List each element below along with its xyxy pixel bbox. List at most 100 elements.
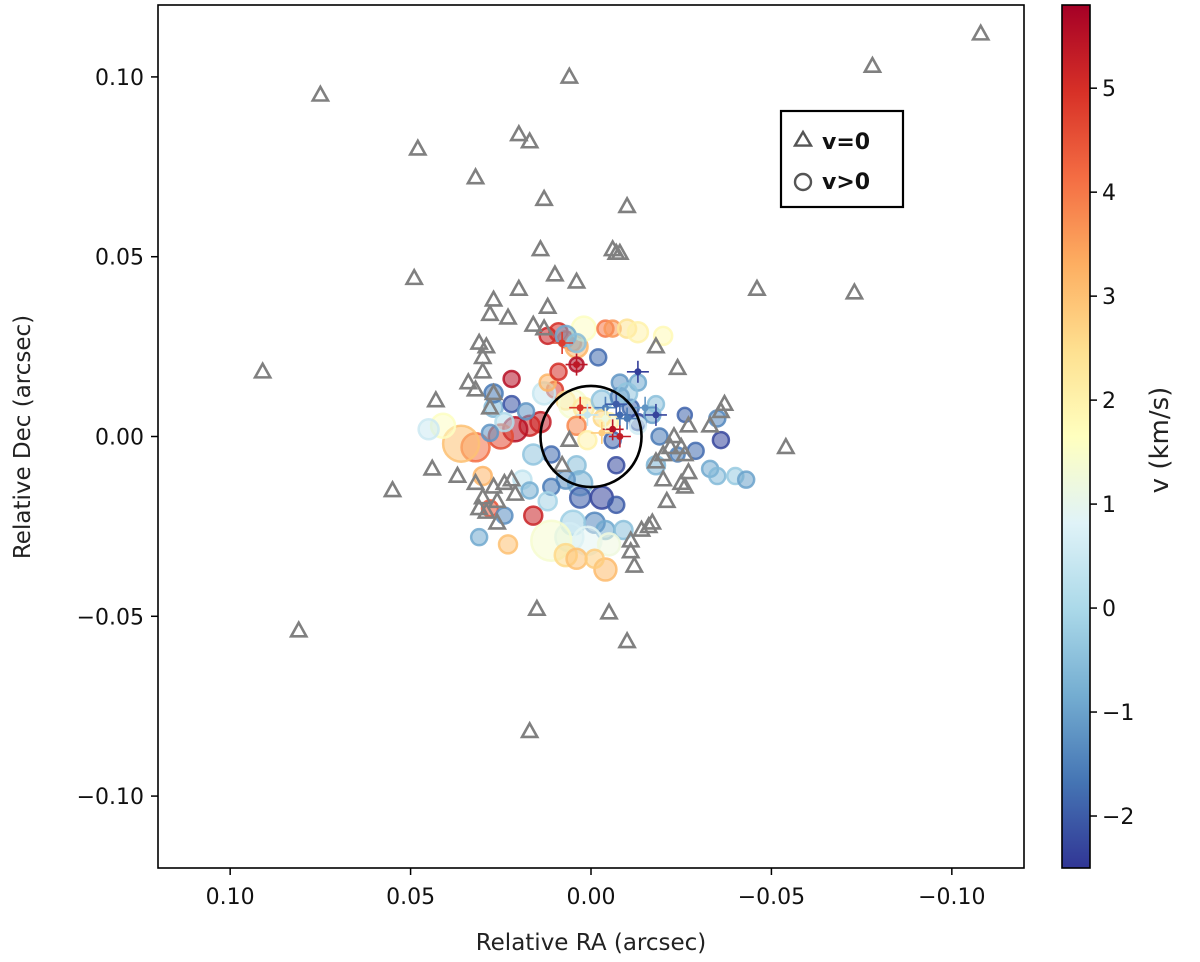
data-point-cross	[565, 353, 588, 376]
colorbar-tick-label: 4	[1102, 181, 1116, 206]
data-point-circle	[708, 466, 727, 486]
legend-label: v=0	[822, 130, 870, 155]
data-point-circle	[650, 427, 669, 446]
cross-center	[652, 411, 660, 419]
data-point-triangle	[288, 620, 309, 638]
data-point-circle	[502, 369, 521, 389]
legend-label: v>0	[822, 170, 870, 195]
data-point-circle	[652, 325, 674, 347]
x-tick-label: −0.10	[918, 885, 985, 910]
data-point-triangle	[617, 630, 637, 649]
data-point-triangle	[653, 468, 673, 487]
data-point-triangle	[660, 436, 681, 455]
data-point-triangle	[566, 271, 587, 289]
data-point-triangle	[552, 454, 572, 473]
data-point-triangle	[700, 415, 720, 433]
data-point-triangle	[487, 512, 507, 530]
colorbar: 5 4 3 2 1 0 −1 −2	[1061, 4, 1134, 869]
data-point-cross	[551, 332, 574, 355]
cross-center	[609, 425, 617, 433]
legend-marker-circle	[793, 172, 813, 192]
data-point-triangle	[519, 130, 540, 149]
data-point-triangle	[483, 289, 504, 307]
reference-circle	[539, 384, 643, 489]
data-point-triangle	[476, 501, 497, 519]
data-point-circle	[588, 348, 608, 367]
data-point-cross	[590, 421, 613, 444]
data-point-cross	[616, 407, 639, 430]
data-point-triangle	[646, 335, 666, 354]
data-point-circle	[417, 418, 440, 441]
colorbar-bar	[1061, 4, 1091, 869]
data-point-circle	[494, 411, 515, 433]
data-point-triangle	[617, 195, 637, 214]
data-point-circle	[613, 519, 634, 541]
cross-center	[612, 400, 620, 408]
data-point-triangle	[509, 123, 529, 142]
cross-center	[616, 411, 624, 419]
colorbar-tick-label: −2	[1102, 805, 1134, 830]
cross-center	[558, 339, 566, 347]
data-point-triangle	[527, 598, 547, 617]
data-point-triangle	[638, 515, 659, 534]
data-point-triangle	[844, 282, 865, 300]
data-point-triangle	[862, 55, 883, 74]
data-point-triangle	[465, 472, 486, 491]
cross-center	[616, 433, 624, 440]
data-point-triangle	[519, 720, 540, 739]
data-point-circle	[538, 373, 557, 392]
x-tick-label: 0.00	[567, 885, 616, 910]
data-point-cross	[576, 403, 599, 426]
data-point-triangle	[501, 468, 522, 487]
data-point-circle	[568, 486, 592, 509]
data-point-triangle	[422, 458, 443, 476]
colorbar-tick-label: 3	[1102, 285, 1116, 310]
y-axis-label: Relative Dec (arcsec)	[10, 315, 36, 559]
data-point-triangle	[465, 166, 486, 185]
x-tick-label: 0.05	[386, 885, 435, 910]
data-point-triangle	[310, 84, 331, 102]
data-point-circle	[520, 481, 539, 500]
data-point-circle	[711, 430, 731, 450]
data-point-triangle	[505, 483, 526, 501]
cross-center	[634, 368, 642, 376]
cross-center	[576, 404, 584, 412]
x-tick-label: −0.05	[738, 885, 805, 910]
data-point-triangle	[480, 303, 500, 322]
data-point-triangle	[602, 238, 623, 257]
y-tick-label: 0.05	[95, 246, 144, 271]
data-point-triangle	[970, 23, 991, 41]
data-point-triangle	[469, 497, 489, 516]
colorbar-tick-label: 0	[1102, 597, 1116, 622]
data-point-triangle	[675, 476, 695, 494]
data-point-triangle	[711, 400, 731, 419]
data-point-circle	[480, 423, 500, 443]
colorbar-tick-label: 1	[1102, 493, 1116, 518]
data-point-triangle	[252, 361, 273, 379]
data-point-triangle	[469, 332, 489, 350]
data-point-circle	[607, 495, 626, 515]
data-point-triangle	[509, 278, 529, 296]
data-point-triangle	[537, 296, 558, 314]
data-point-triangle	[498, 307, 518, 325]
data-point-triangle	[671, 472, 692, 491]
data-point-circle	[577, 429, 598, 451]
data-point-triangle	[483, 382, 504, 401]
data-point-cross	[594, 407, 617, 430]
y-tick-label: 0.10	[95, 66, 144, 91]
data-point-triangle	[465, 379, 486, 397]
data-point-triangle	[678, 461, 699, 480]
x-axis-label: Relative RA (arcsec)	[476, 930, 707, 956]
data-point-circle	[584, 548, 605, 570]
y-tick-label: −0.10	[77, 785, 144, 810]
data-point-triangle	[523, 314, 544, 332]
data-point-triangle	[747, 278, 767, 296]
x-tick-label: 0.10	[206, 885, 255, 910]
data-point-triangle	[610, 242, 630, 261]
colorbar-label: v (km/s)	[1145, 387, 1175, 494]
data-point-circle	[523, 505, 544, 526]
data-point-circle	[736, 470, 756, 489]
cross-center	[623, 415, 631, 423]
data-point-triangle	[407, 138, 428, 156]
